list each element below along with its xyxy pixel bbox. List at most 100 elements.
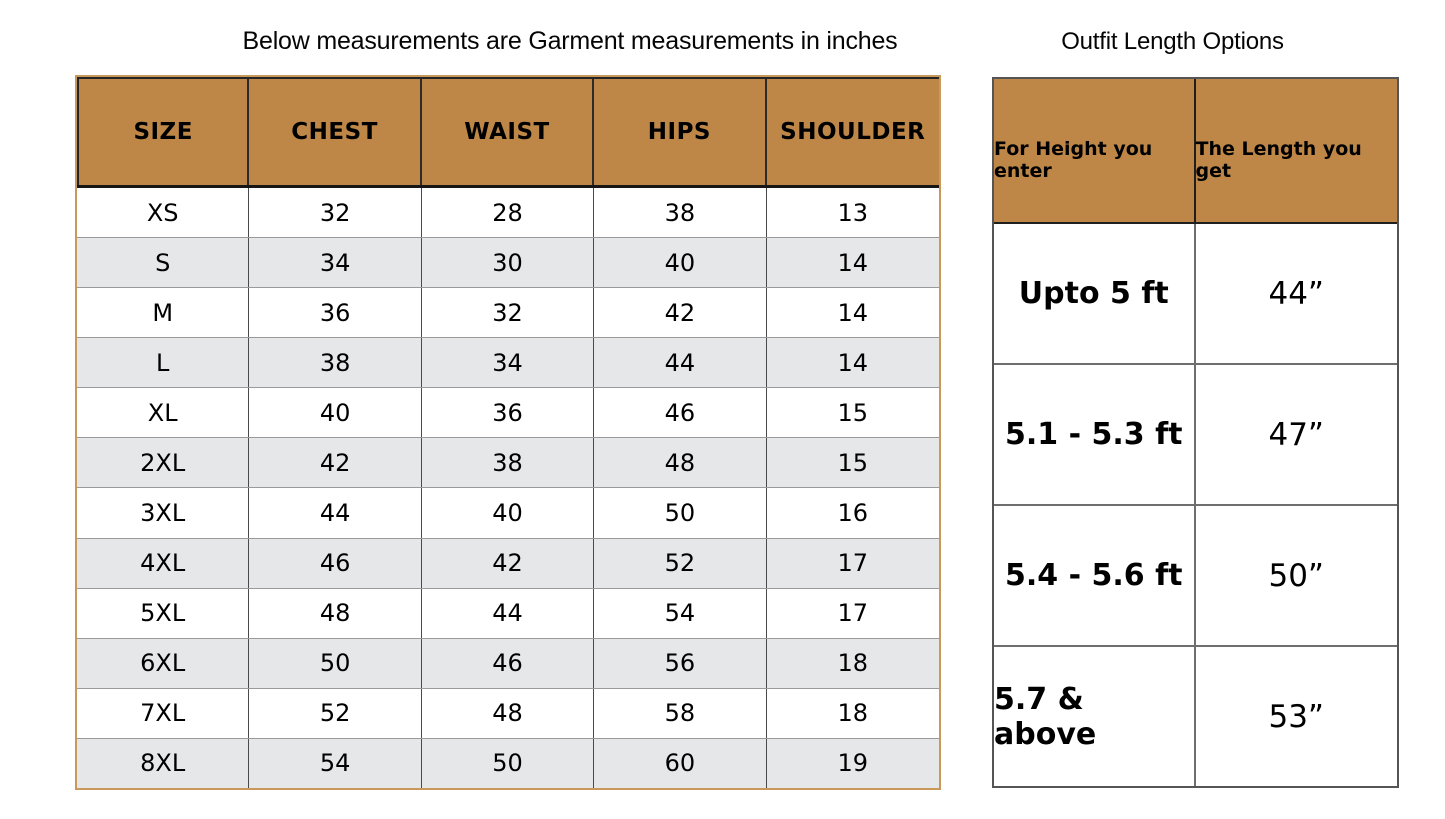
measurement-cell: 44 [594, 338, 767, 388]
table-row-l: L 38 34 44 14 [77, 338, 939, 389]
measurement-cell: 13 [837, 198, 869, 227]
height-range-cell: 5.1 - 5.3 ft [994, 365, 1196, 504]
table-row-2xl: 2XL 42 38 48 15 [77, 438, 939, 489]
length-option-row: 5.7 & above 53” [994, 647, 1397, 786]
length-options-table: For Height you enter The Length you get U… [992, 77, 1399, 788]
size-chart-table: SIZE CHEST WAIST HIPS SHOULDER XS 32 28 38 13 S 34… [75, 75, 941, 790]
size-cell: 6XL [77, 638, 250, 688]
measurement-cell: 60 [594, 738, 767, 788]
size-cell: L [77, 338, 250, 388]
measurement-cell: 40 [249, 388, 422, 438]
size-cell: 2XL [77, 438, 250, 488]
table-row-3xl: 3XL 44 40 50 16 [77, 488, 939, 539]
measurement-cell: 38 [594, 188, 767, 238]
table-row-7xl: 7XL 52 48 58 18 [77, 688, 939, 739]
column-header-chest: CHEST [249, 79, 422, 185]
length-option-row: 5.4 - 5.6 ft 50” [994, 506, 1397, 647]
measurement-cell: 14 [837, 348, 869, 377]
measurement-cell: 40 [422, 488, 595, 538]
column-header-waist: WAIST [422, 79, 595, 185]
length-options-body: Upto 5 ft 44” 5.1 - 5.3 ft 47” 5.4 - 5.6 ft 5… [994, 224, 1397, 786]
table-row-8xl: 8XL 54 50 60 19 [77, 738, 939, 788]
column-header-hips: HIPS [594, 79, 767, 185]
measurement-cell: 28 [422, 188, 595, 238]
measurement-cell: 44 [422, 588, 595, 638]
measurement-cell: 50 [422, 738, 595, 788]
measurement-cell: 32 [422, 288, 595, 338]
measurement-cell: 54 [249, 738, 422, 788]
measurement-cell: 54 [594, 588, 767, 638]
height-range-cell: Upto 5 ft [994, 224, 1196, 363]
measurement-cell: 50 [249, 638, 422, 688]
measurement-cell: 48 [422, 688, 595, 738]
height-range-cell: 5.7 & above [994, 647, 1196, 786]
length-option-row: Upto 5 ft 44” [994, 224, 1397, 365]
measurement-cell: 46 [594, 388, 767, 438]
table-row-xl: XL 40 36 46 15 [77, 388, 939, 439]
measurement-cell: 58 [594, 688, 767, 738]
table-row-6xl: 6XL 50 46 56 18 [77, 638, 939, 689]
length-value-cell: 47” [1268, 416, 1324, 453]
length-option-row: 5.1 - 5.3 ft 47” [994, 365, 1397, 506]
table-row-s: S 34 30 40 14 [77, 238, 939, 289]
measurement-cell: 17 [837, 599, 869, 628]
length-value-cell: 50” [1268, 557, 1324, 594]
measurement-cell: 44 [249, 488, 422, 538]
measurement-cell: 46 [249, 538, 422, 588]
size-cell: XS [77, 188, 250, 238]
measurement-cell: 34 [249, 238, 422, 288]
height-range-cell: 5.4 - 5.6 ft [994, 506, 1196, 645]
measurement-cell: 40 [594, 238, 767, 288]
outfit-length-title: Outfit Length Options [1061, 28, 1284, 55]
length-options-header-row: For Height you enter The Length you get [994, 79, 1397, 224]
measurement-cell: 19 [837, 749, 869, 778]
measurement-cell: 38 [422, 438, 595, 488]
measurement-cell: 42 [594, 288, 767, 338]
measurement-cell: 52 [249, 688, 422, 738]
measurement-cell: 48 [249, 588, 422, 638]
size-cell: 8XL [77, 738, 250, 788]
measurement-cell: 32 [249, 188, 422, 238]
measurement-cell: 56 [594, 638, 767, 688]
measurement-cell: 18 [837, 649, 869, 678]
size-cell: 3XL [77, 488, 250, 538]
length-value-cell: 44” [1268, 275, 1324, 312]
size-chart-body: XS 32 28 38 13 S 34 30 40 14 M 36 32 42 14 L 38 34 44 14 XL 4… [77, 188, 939, 788]
length-value-cell: 53” [1268, 698, 1324, 735]
measurement-cell: 50 [594, 488, 767, 538]
measurement-cell: 48 [594, 438, 767, 488]
column-header-for-height-you-enter: For Height you enter [994, 79, 1196, 222]
measurement-cell: 14 [837, 248, 869, 277]
measurement-cell: 15 [837, 448, 869, 477]
size-cell: S [77, 238, 250, 288]
measurement-cell: 42 [422, 538, 595, 588]
measurement-cell: 36 [422, 388, 595, 438]
size-cell: XL [77, 388, 250, 438]
column-header-size: SIZE [77, 79, 250, 185]
measurement-cell: 52 [594, 538, 767, 588]
measurement-cell: 30 [422, 238, 595, 288]
size-cell: 7XL [77, 688, 250, 738]
size-chart-header-row: SIZE CHEST WAIST HIPS SHOULDER [77, 77, 939, 188]
measurement-cell: 36 [249, 288, 422, 338]
table-row-m: M 36 32 42 14 [77, 288, 939, 339]
measurement-cell: 14 [837, 298, 869, 327]
table-row-4xl: 4XL 46 42 52 17 [77, 538, 939, 589]
size-cell: 4XL [77, 538, 250, 588]
column-header-shoulder: SHOULDER [780, 119, 926, 145]
measurement-cell: 46 [422, 638, 595, 688]
garment-measurements-title: Below measurements are Garment measureme… [242, 27, 898, 55]
column-header-the-length-you-get: The Length you get [1195, 137, 1362, 182]
size-cell: 5XL [77, 588, 250, 638]
measurement-cell: 18 [837, 699, 869, 728]
measurement-cell: 16 [837, 499, 869, 527]
measurement-cell: 34 [422, 338, 595, 388]
table-row-5xl: 5XL 48 44 54 17 [77, 588, 939, 639]
measurement-cell: 38 [249, 338, 422, 388]
measurement-cell: 17 [837, 549, 869, 578]
table-row-xs: XS 32 28 38 13 [77, 188, 939, 239]
measurement-cell: 15 [837, 398, 869, 427]
size-cell: M [77, 288, 250, 338]
measurement-cell: 42 [249, 438, 422, 488]
